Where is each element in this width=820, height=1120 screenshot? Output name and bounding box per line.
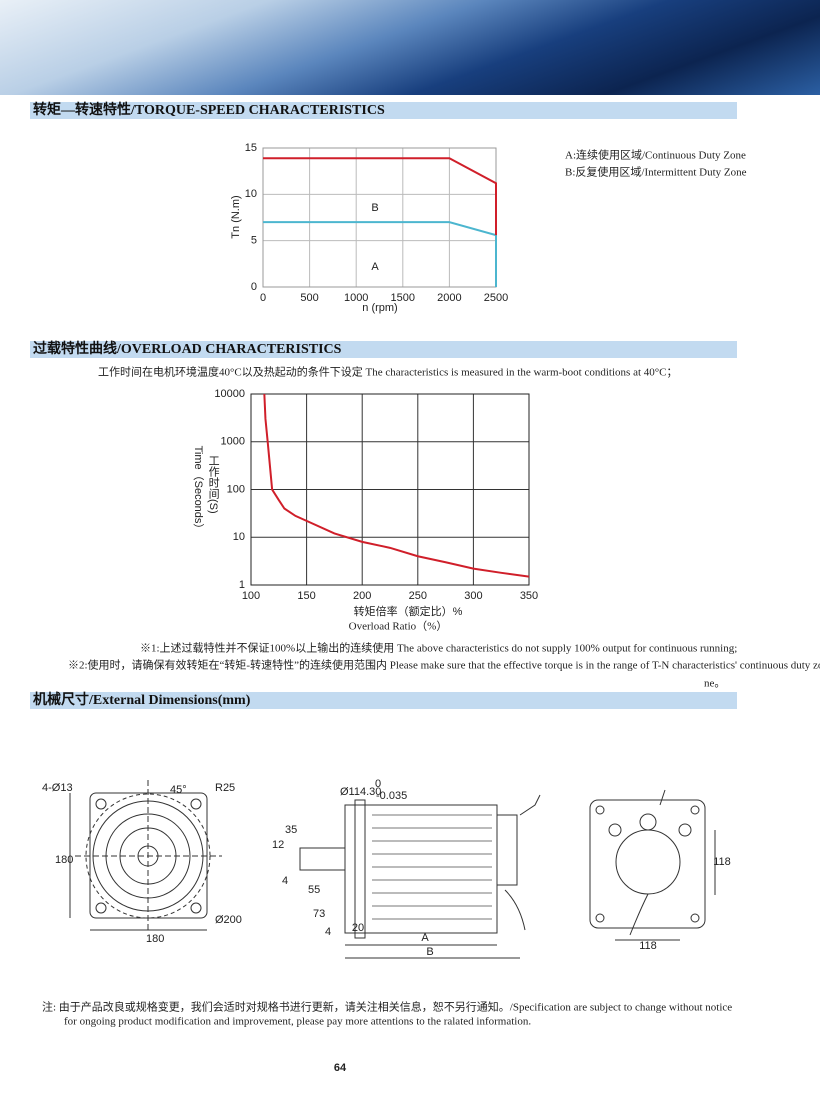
y-tick-label: 1 — [239, 579, 245, 591]
x-tick-label: 300 — [464, 590, 482, 602]
y-tick-label: 10 — [245, 188, 257, 200]
y-axis-label: Tn (N.m) — [230, 195, 242, 238]
section-title: 过载特性曲线/OVERLOAD CHARACTERISTICS — [30, 341, 737, 358]
x-axis-label: 转矩倍率（额定比）% — [354, 604, 463, 618]
dimension-drawings — [69, 780, 716, 959]
legend-entry: B:反复使用区域/Intermittent Duty Zone — [565, 165, 747, 179]
x-tick-label: 2500 — [484, 292, 508, 304]
dimension-label: 180 — [55, 854, 73, 866]
data-line — [263, 393, 530, 578]
x-tick-label: 100 — [242, 590, 260, 602]
x-tick-label: 150 — [297, 590, 315, 602]
dimension-label: B — [426, 946, 433, 958]
y-axis-label: Time（Seconds） — [192, 446, 205, 535]
x-axis-label: n (rpm) — [362, 302, 397, 314]
y-tick-label: 100 — [227, 483, 245, 495]
dimension-label: 12 — [272, 839, 284, 851]
plot-frame — [250, 393, 530, 586]
x-tick-label: 500 — [300, 292, 318, 304]
page-number: 64 — [334, 1062, 347, 1074]
x-tick-label: 1500 — [391, 292, 415, 304]
x-tick-label: 250 — [409, 590, 427, 602]
header-banner — [0, 0, 820, 95]
x-tick-label: 1000 — [344, 292, 368, 304]
dimension-label: 4 — [282, 875, 288, 887]
dimension-label: Ø114.30 — [340, 786, 381, 798]
y-tick-label: 5 — [251, 235, 257, 247]
dimension-label: 0 — [375, 778, 381, 790]
y-tick-label: 10 — [233, 531, 245, 543]
y-tick-label: 1000 — [221, 436, 245, 448]
dimension-label: -0.035 — [376, 790, 407, 802]
chart-subtitle: 工作时间在电机环境温度40°C以及热起动的条件下设定 The character… — [98, 365, 678, 379]
section-title: 转矩—转速特性/TORQUE-SPEED CHARACTERISTICS — [30, 102, 737, 119]
y-tick-label: 0 — [251, 281, 257, 293]
y-tick-label: 15 — [245, 142, 257, 154]
x-tick-label: 2000 — [437, 292, 461, 304]
footer-note: for ongoing product modification and imp… — [64, 1016, 531, 1028]
x-tick-label: 0 — [260, 292, 266, 304]
y-tick-label: 10000 — [214, 388, 245, 400]
dimension-label: 73 — [313, 908, 325, 920]
dimension-label: 35 — [285, 824, 297, 836]
dimension-label: R25 — [215, 782, 235, 794]
x-tick-label: 200 — [353, 590, 371, 602]
footer-note: 注: 由于产品改良或规格变更，我们会适时对规格书进行更新，请关注相关信息，恕不另… — [42, 1000, 732, 1014]
section-title: 机械尺寸/External Dimensions(mm) — [30, 692, 737, 709]
dimension-label: 4 — [325, 926, 331, 938]
note: ※1:上述过载特性并不保证100%以上输出的连续使用 The above cha… — [140, 641, 737, 655]
dimension-label: A — [421, 932, 429, 944]
dimension-label: 180 — [146, 933, 164, 945]
plot-frame — [262, 147, 497, 288]
zone-label: B — [371, 202, 378, 214]
note: ne。 — [704, 678, 725, 690]
data-line — [263, 221, 497, 287]
note: ※2:使用时，请确保有效转矩在“转矩-转速特性”的连续使用范围内 Please … — [68, 658, 820, 672]
data-line — [263, 157, 497, 236]
dimension-label: 45° — [170, 784, 187, 796]
y-axis-label: 工作时间(S) — [207, 455, 220, 514]
x-tick-label: 350 — [520, 590, 538, 602]
zone-label: A — [371, 261, 379, 273]
x-axis-label: Overload Ratio（%） — [349, 620, 448, 633]
dimension-label: 118 — [639, 940, 657, 952]
dimension-label: Ø200 — [215, 914, 242, 926]
legend-entry: A:连续使用区域/Continuous Duty Zone — [565, 148, 746, 162]
dimension-label: 20 — [352, 922, 364, 934]
dimension-label: 118 — [713, 856, 731, 868]
dimension-label: 55 — [308, 884, 320, 896]
dimension-label: 4-Ø13 — [42, 782, 73, 794]
